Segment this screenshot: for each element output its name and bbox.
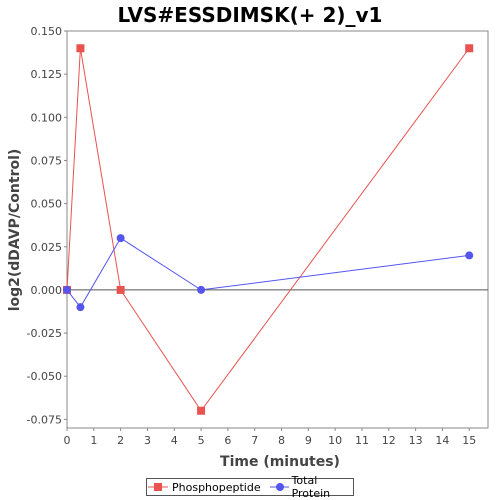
data-point-total-protein bbox=[197, 285, 206, 294]
y-tick-label: 0.050 bbox=[31, 198, 63, 211]
x-tick-label: 9 bbox=[305, 434, 312, 447]
x-tick-label: 2 bbox=[117, 434, 124, 447]
y-tick-label: 0.125 bbox=[31, 68, 63, 81]
y-axis-label: log2(dDAVP/Control) bbox=[7, 149, 23, 312]
data-point-phosphopeptide bbox=[465, 44, 474, 53]
legend-item-total-protein: Total Protein bbox=[269, 474, 353, 500]
x-tick-label: 7 bbox=[251, 434, 258, 447]
y-tick-label: -0.025 bbox=[27, 327, 62, 340]
legend-label-phosphopeptide: Phosphopeptide bbox=[172, 480, 261, 494]
y-tick-label: -0.050 bbox=[27, 370, 62, 383]
x-tick-label: 12 bbox=[382, 434, 396, 447]
x-tick-label: 10 bbox=[328, 434, 342, 447]
y-tick-label: 0.100 bbox=[31, 111, 63, 124]
data-point-phosphopeptide bbox=[116, 285, 125, 294]
x-tick-label: 11 bbox=[355, 434, 369, 447]
y-tick-label: 0.075 bbox=[31, 154, 63, 167]
x-tick-label: 4 bbox=[171, 434, 178, 447]
x-tick-label: 6 bbox=[224, 434, 231, 447]
x-tick-label: 15 bbox=[462, 434, 476, 447]
legend-item-phosphopeptide: Phosphopeptide bbox=[147, 481, 261, 494]
x-tick-label: 5 bbox=[198, 434, 205, 447]
x-tick-label: 0 bbox=[64, 434, 71, 447]
data-point-total-protein bbox=[465, 251, 474, 260]
y-tick-label: 0.000 bbox=[31, 284, 63, 297]
y-tick-label: 0.025 bbox=[31, 241, 63, 254]
x-tick-label: 8 bbox=[278, 434, 285, 447]
x-axis-label: Time (minutes) bbox=[220, 454, 340, 470]
x-tick-label: 1 bbox=[90, 434, 97, 447]
legend-label-total-protein: Total Protein bbox=[291, 474, 331, 500]
data-point-total-protein bbox=[76, 303, 85, 312]
data-point-phosphopeptide bbox=[197, 406, 206, 415]
plot-area bbox=[66, 30, 489, 429]
y-tick-label: -0.075 bbox=[27, 413, 62, 426]
x-tick-label: 13 bbox=[409, 434, 423, 447]
data-point-total-protein bbox=[116, 234, 125, 243]
x-tick-label: 3 bbox=[144, 434, 151, 447]
data-point-phosphopeptide bbox=[76, 44, 85, 53]
chart-legend: Phosphopeptide Total Protein bbox=[146, 474, 354, 500]
legend-square-marker-icon bbox=[148, 483, 168, 491]
x-tick-label: 14 bbox=[435, 434, 449, 447]
y-tick-label: 0.150 bbox=[31, 25, 63, 38]
legend-circle-marker-icon bbox=[269, 483, 289, 491]
data-point-total-protein bbox=[63, 285, 71, 294]
chart-title: LVS#ESSDIMSK(+ 2)_v1 bbox=[117, 3, 383, 27]
